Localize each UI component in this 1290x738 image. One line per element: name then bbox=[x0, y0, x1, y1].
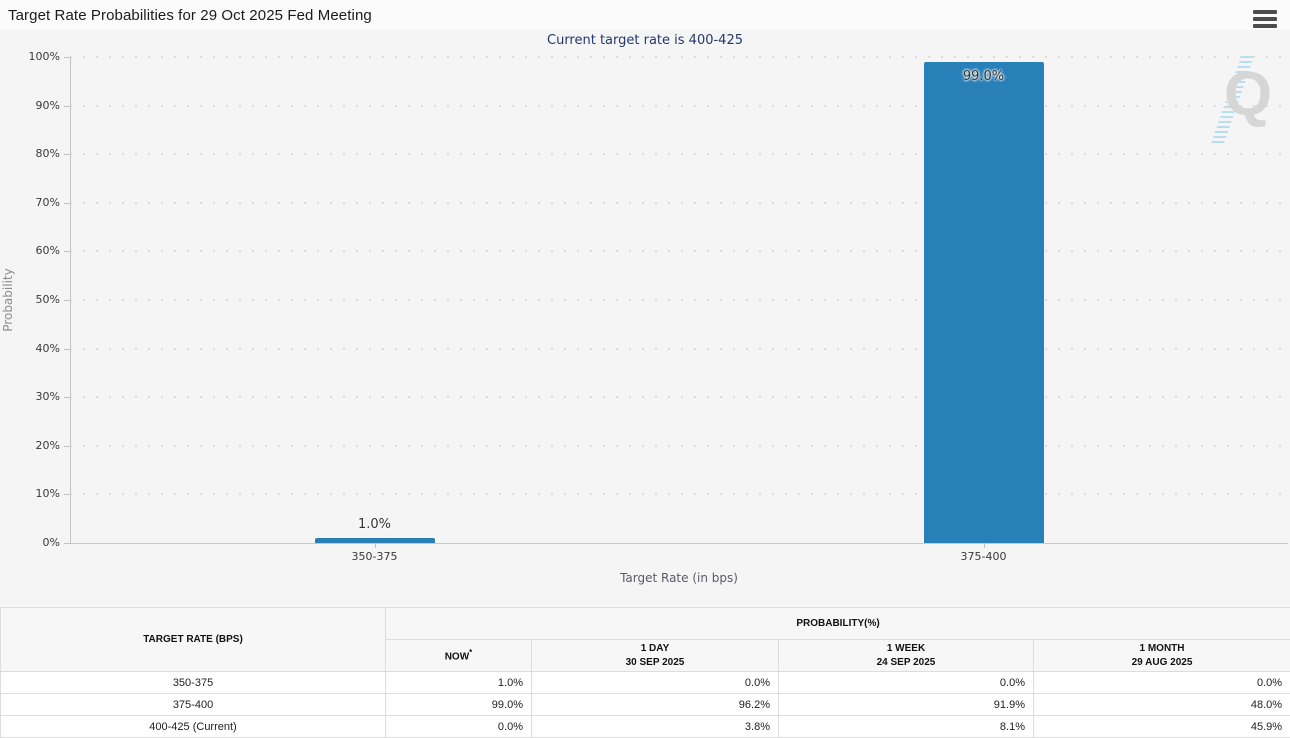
probability-table: TARGET RATE (BPS) PROBABILITY(%) NOW*1 D… bbox=[0, 607, 1290, 738]
y-tick-label: 10% bbox=[0, 487, 60, 500]
cell-target-rate: 375-400 bbox=[1, 694, 386, 716]
y-tick-label: 100% bbox=[0, 50, 60, 63]
x-tick-label: 350-375 bbox=[305, 550, 445, 563]
bar-value-label: 1.0% bbox=[315, 517, 435, 532]
cell-target-rate: 400-425 (Current) bbox=[1, 716, 386, 738]
gridline bbox=[70, 493, 1288, 495]
y-tick-mark bbox=[64, 106, 70, 107]
table-row: 400-425 (Current)0.0%3.8%8.1%45.9% bbox=[1, 716, 1290, 738]
gridline bbox=[70, 105, 1288, 107]
probability-bar-chart: Current target rate is 400-425 Q 100%90%… bbox=[0, 30, 1290, 607]
y-tick-label: 0% bbox=[0, 536, 60, 549]
bar-375-400[interactable] bbox=[924, 62, 1044, 543]
hamburger-menu-icon[interactable] bbox=[1253, 10, 1277, 31]
y-tick-mark bbox=[64, 543, 70, 544]
x-tick-label: 375-400 bbox=[914, 550, 1054, 563]
cell-1-day: 3.8% bbox=[532, 716, 779, 738]
y-tick-label: 30% bbox=[0, 390, 60, 403]
y-tick-mark bbox=[64, 494, 70, 495]
gridline bbox=[70, 153, 1288, 155]
cell-target-rate: 350-375 bbox=[1, 672, 386, 694]
gridline bbox=[70, 396, 1288, 398]
now-footnote-asterisk: * bbox=[469, 648, 472, 657]
page-title: Target Rate Probabilities for 29 Oct 202… bbox=[0, 0, 1290, 24]
y-tick-mark bbox=[64, 251, 70, 252]
gridline bbox=[70, 445, 1288, 447]
y-tick-label: 20% bbox=[0, 439, 60, 452]
gridline bbox=[70, 56, 1288, 58]
y-tick-mark bbox=[64, 300, 70, 301]
x-tick-mark bbox=[984, 543, 985, 548]
cell-now: 0.0% bbox=[386, 716, 532, 738]
y-axis-title: Probability bbox=[1, 255, 15, 345]
hamburger-bar bbox=[1253, 24, 1277, 28]
x-axis-title: Target Rate (in bps) bbox=[70, 571, 1288, 585]
gridline bbox=[70, 250, 1288, 252]
cell-1-day: 96.2% bbox=[532, 694, 779, 716]
y-tick-label: 90% bbox=[0, 99, 60, 112]
cell-1-week: 8.1% bbox=[779, 716, 1034, 738]
gridline bbox=[70, 202, 1288, 204]
y-tick-mark bbox=[64, 397, 70, 398]
col-header-now: NOW* bbox=[386, 640, 532, 672]
plot-area: 100%90%80%70%60%50%40%30%20%10%0%1.0%350… bbox=[0, 30, 1290, 607]
y-tick-label: 70% bbox=[0, 196, 60, 209]
top-bar: Target Rate Probabilities for 29 Oct 202… bbox=[0, 0, 1290, 30]
cell-1-month: 45.9% bbox=[1034, 716, 1290, 738]
col-header-probability: PROBABILITY(%) bbox=[386, 608, 1290, 640]
cell-1-month: 48.0% bbox=[1034, 694, 1290, 716]
cell-1-week: 91.9% bbox=[779, 694, 1034, 716]
x-tick-mark bbox=[375, 543, 376, 548]
y-tick-mark bbox=[64, 349, 70, 350]
cell-1-week: 0.0% bbox=[779, 672, 1034, 694]
cell-now: 99.0% bbox=[386, 694, 532, 716]
hamburger-bar bbox=[1253, 17, 1277, 21]
col-header-target-rate: TARGET RATE (BPS) bbox=[1, 608, 386, 672]
cell-1-month: 0.0% bbox=[1034, 672, 1290, 694]
x-axis-line bbox=[70, 543, 1288, 544]
bar-value-label: 99.0% bbox=[924, 69, 1044, 84]
y-tick-mark bbox=[64, 446, 70, 447]
y-tick-label: 80% bbox=[0, 147, 60, 160]
cell-now: 1.0% bbox=[386, 672, 532, 694]
y-tick-mark bbox=[64, 57, 70, 58]
y-tick-mark bbox=[64, 203, 70, 204]
hamburger-bar bbox=[1253, 10, 1277, 14]
gridline bbox=[70, 348, 1288, 350]
gridline bbox=[70, 299, 1288, 301]
cell-1-day: 0.0% bbox=[532, 672, 779, 694]
y-tick-mark bbox=[64, 154, 70, 155]
